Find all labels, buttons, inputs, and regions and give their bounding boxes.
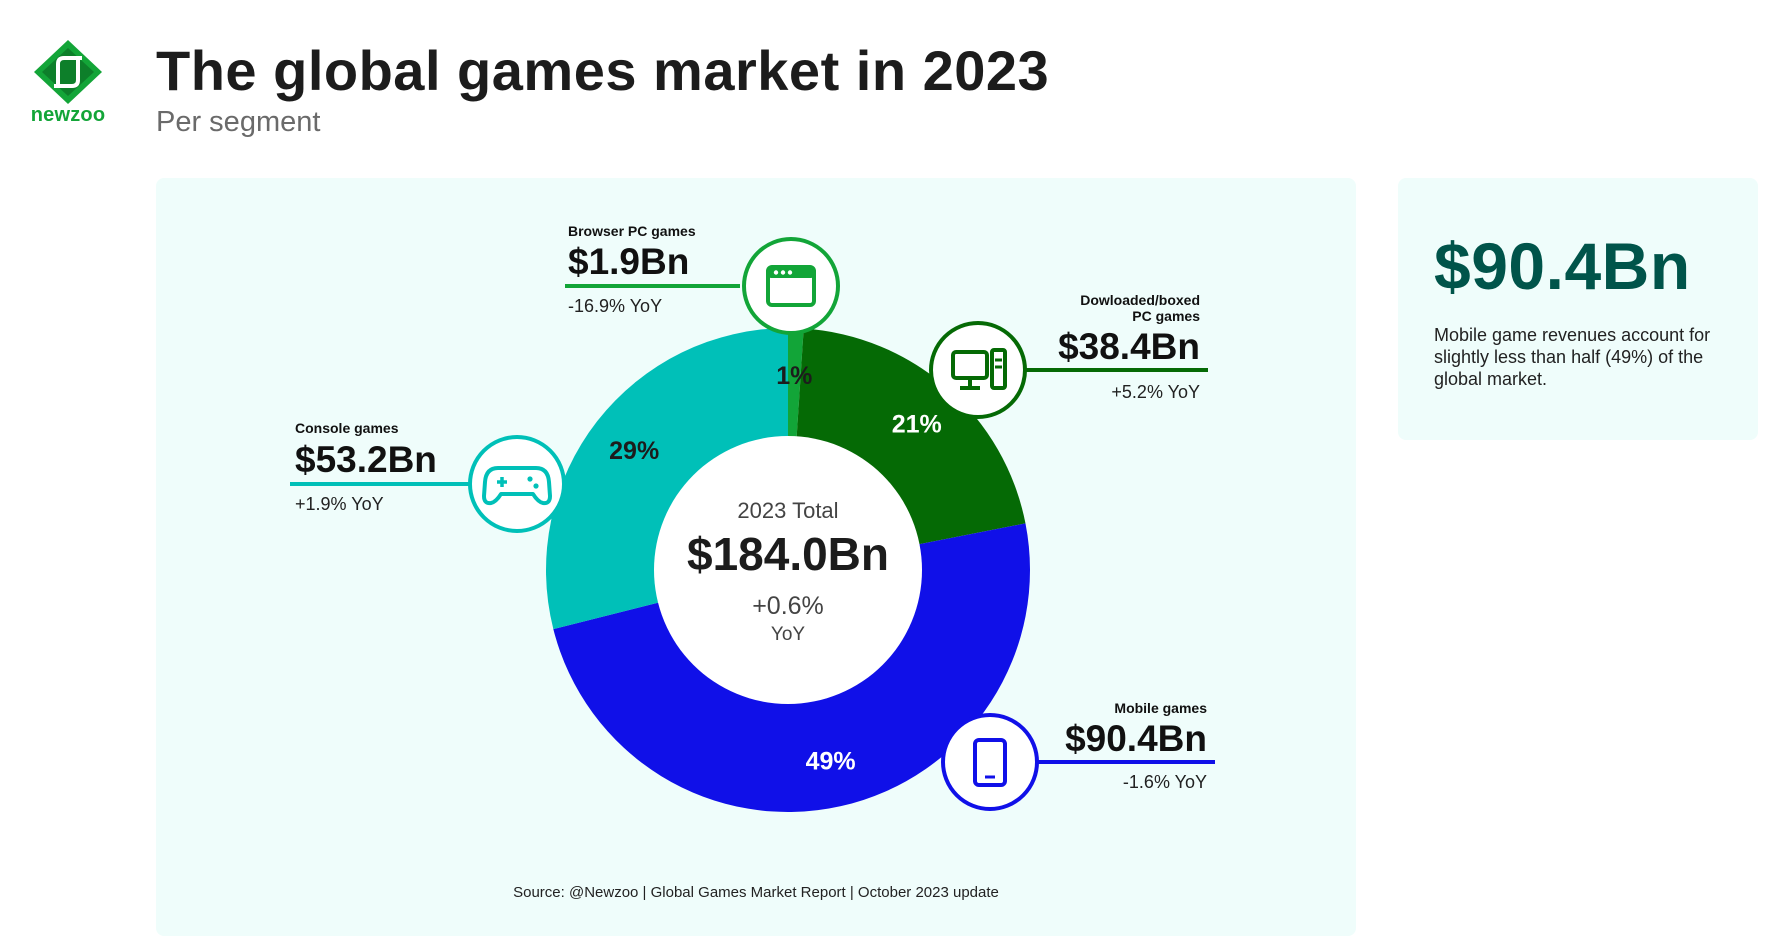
desktop-pc-icon	[929, 321, 1027, 419]
pc-name-line1: Dowloaded/boxed	[1080, 292, 1200, 308]
newzoo-logo-icon	[34, 40, 102, 104]
highlight-value: $90.4Bn	[1434, 229, 1691, 303]
pc-percent-label: 21%	[892, 411, 942, 439]
highlight-box: $90.4Bn Mobile game revenues account for…	[1398, 178, 1758, 440]
console-value: $53.2Bn	[295, 439, 437, 480]
pc-yoy: +5.2% YoY	[1111, 382, 1200, 402]
browser-yoy: -16.9% YoY	[568, 296, 662, 316]
center-yoy: +0.6%	[752, 592, 824, 620]
mobile-percent-label: 49%	[806, 747, 856, 775]
browser-window-icon	[742, 237, 840, 335]
gamepad-icon	[468, 435, 566, 533]
center-label: 2023 Total	[737, 498, 838, 523]
logo-wordmark: newzoo	[30, 104, 106, 126]
browser-name: Browser PC games	[568, 223, 696, 239]
center-total: $184.0Bn	[687, 528, 889, 580]
console-name: Console games	[295, 420, 399, 436]
browser-percent-label: 1%	[776, 362, 812, 390]
mobile-yoy: -1.6% YoY	[1123, 772, 1207, 792]
center-yoy-label: YoY	[771, 624, 805, 645]
percent-labels: 1% 21% 49% 29%	[609, 362, 942, 775]
browser-value: $1.9Bn	[568, 241, 689, 282]
newzoo-logo: newzoo	[28, 38, 108, 126]
mobile-value: $90.4Bn	[1065, 718, 1207, 759]
mobile-name: Mobile games	[1114, 700, 1207, 716]
page-subtitle: Per segment	[156, 106, 321, 138]
page-title: The global games market in 2023	[156, 39, 1050, 102]
mobile-phone-icon	[941, 713, 1039, 811]
pc-value: $38.4Bn	[1058, 326, 1200, 367]
pc-name-line2: PC games	[1132, 308, 1200, 324]
console-yoy: +1.9% YoY	[295, 494, 384, 514]
highlight-text: Mobile game revenues account for slightl…	[1434, 325, 1711, 389]
donut-hole	[654, 436, 922, 704]
source-note: Source: @Newzoo | Global Games Market Re…	[513, 884, 999, 901]
console-percent-label: 29%	[609, 437, 659, 465]
